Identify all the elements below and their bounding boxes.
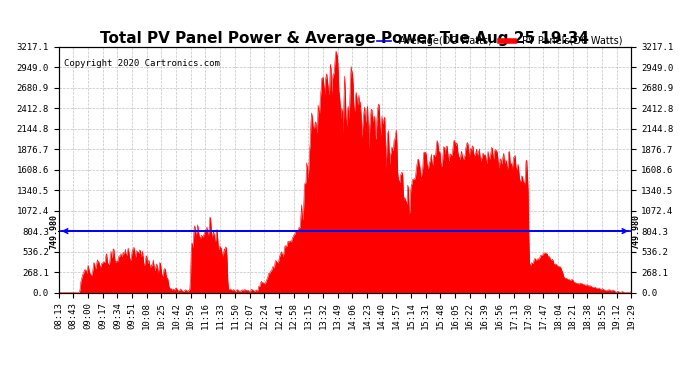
Title: Total PV Panel Power & Average Power Tue Aug 25 19:34: Total PV Panel Power & Average Power Tue… (101, 31, 589, 46)
Text: 749.980: 749.980 (632, 214, 641, 249)
Legend: Average(DC Watts), PV Panels(DC Watts): Average(DC Watts), PV Panels(DC Watts) (373, 32, 627, 50)
Text: 749.980: 749.980 (49, 214, 58, 249)
Text: Copyright 2020 Cartronics.com: Copyright 2020 Cartronics.com (64, 59, 220, 68)
